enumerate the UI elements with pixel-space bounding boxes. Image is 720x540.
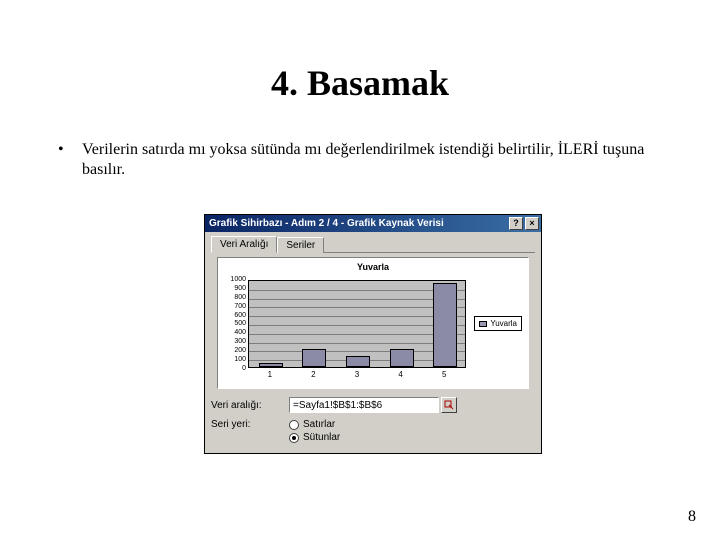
chart-legend: Yuvarla bbox=[474, 316, 522, 331]
tab-strip: Veri Aralığı Seriler bbox=[211, 236, 535, 253]
dialog-body: Veri Aralığı Seriler Yuvarla 10009008007… bbox=[205, 232, 541, 453]
chart-x-axis: 12345 bbox=[248, 370, 466, 379]
dialog-titlebar: Grafik Sihirbazı - Adım 2 / 4 - Grafik K… bbox=[205, 215, 541, 232]
legend-swatch bbox=[479, 321, 487, 327]
radio-icon bbox=[289, 433, 299, 443]
bullet-text: Verilerin satırda mı yoksa sütünda mı de… bbox=[82, 140, 658, 180]
bullet-item: • Verilerin satırda mı yoksa sütünda mı … bbox=[58, 140, 658, 180]
chart-title: Yuvarla bbox=[218, 262, 528, 272]
series-in-row: Seri yeri: Satırlar Sütunlar bbox=[211, 419, 535, 443]
slide: 4. Basamak • Verilerin satırda mı yoksa … bbox=[0, 0, 720, 540]
chart-bar bbox=[259, 363, 283, 367]
radio-icon bbox=[289, 420, 299, 430]
radio-rows[interactable]: Satırlar bbox=[289, 419, 340, 430]
tab-series[interactable]: Seriler bbox=[277, 237, 324, 253]
help-icon[interactable]: ? bbox=[509, 217, 523, 230]
range-picker-icon[interactable] bbox=[441, 397, 457, 413]
chart-y-axis: 10009008007006005004003002001000 bbox=[222, 276, 246, 372]
bullet-marker: • bbox=[58, 140, 82, 160]
series-radio-group: Satırlar Sütunlar bbox=[289, 419, 340, 443]
close-icon[interactable]: × bbox=[525, 217, 539, 230]
chart-bar bbox=[346, 356, 370, 367]
series-label: Seri yeri: bbox=[211, 419, 289, 430]
range-label: Veri aralığı: bbox=[211, 400, 289, 411]
radio-cols-label: Sütunlar bbox=[303, 432, 340, 443]
wizard-dialog: Grafik Sihirbazı - Adım 2 / 4 - Grafik K… bbox=[204, 214, 542, 454]
chart-bar bbox=[390, 349, 414, 367]
chart-preview: Yuvarla 10009008007006005004003002001000… bbox=[217, 257, 529, 389]
range-row: Veri aralığı: bbox=[211, 397, 535, 413]
radio-cols[interactable]: Sütunlar bbox=[289, 432, 340, 443]
legend-label: Yuvarla bbox=[490, 319, 517, 328]
tab-data-range[interactable]: Veri Aralığı bbox=[211, 236, 277, 253]
range-input[interactable] bbox=[289, 397, 439, 413]
chart-plot-area bbox=[248, 280, 466, 368]
chart-bar bbox=[433, 283, 457, 367]
chart-bar bbox=[302, 349, 326, 367]
page-title: 4. Basamak bbox=[0, 62, 720, 104]
radio-rows-label: Satırlar bbox=[303, 419, 335, 430]
dialog-title: Grafik Sihirbazı - Adım 2 / 4 - Grafik K… bbox=[209, 218, 507, 229]
page-number: 8 bbox=[688, 508, 696, 526]
